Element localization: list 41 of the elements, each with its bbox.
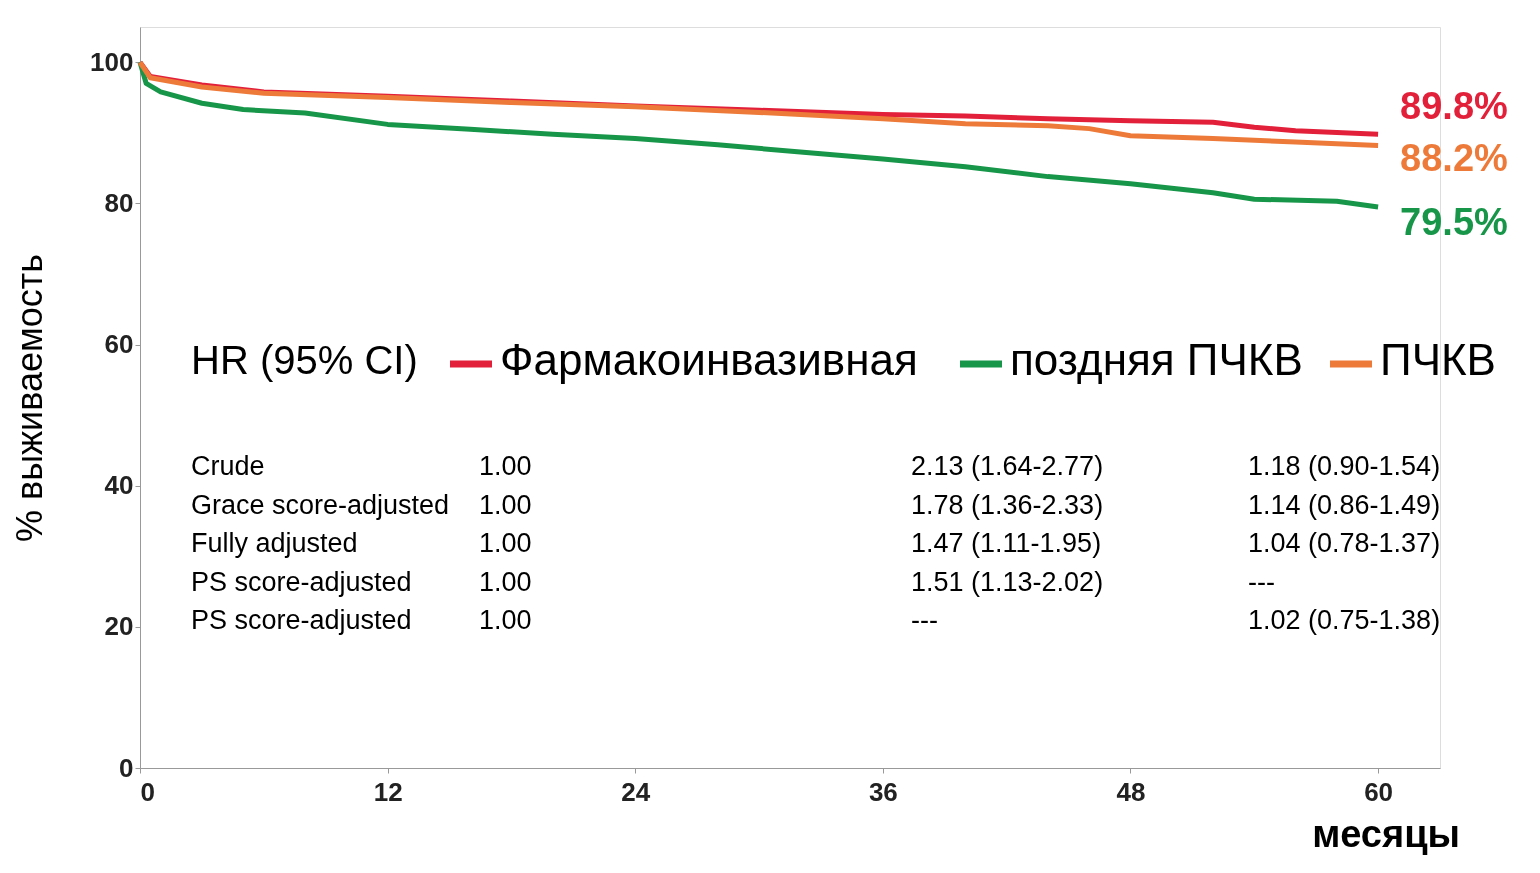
annotation: 1.00 (479, 451, 532, 481)
y-tick-label: 40 (104, 470, 134, 501)
x-tick-label: 48 (1116, 776, 1146, 807)
annotation: --- (911, 605, 938, 635)
y-axis-title: % выживаемость (9, 254, 51, 542)
x-tick-label: 24 (621, 776, 651, 807)
legend-label: ПЧКВ (1380, 335, 1496, 384)
annotation: 1.00 (479, 605, 532, 635)
annotation: 1.00 (479, 528, 532, 558)
annotation: Grace score-adjusted (191, 490, 450, 520)
annotation: 1.02 (0.75-1.38) (1248, 605, 1441, 635)
data-label: 89.8% (1400, 85, 1508, 128)
annotation: 1.18 (0.90-1.54) (1248, 451, 1441, 481)
annotation: 1.00 (479, 490, 532, 520)
x-tick-label: 36 (868, 776, 898, 807)
y-tick-label: 100 (90, 46, 134, 77)
x-tick-label: 12 (373, 776, 403, 807)
annotation: 1.14 (0.86-1.49) (1248, 490, 1441, 520)
data-label: 88.2% (1400, 136, 1508, 179)
y-tick-label: 60 (104, 329, 134, 360)
legend-label: поздняя ПЧКВ (1010, 335, 1303, 384)
annotation: PS score-adjusted (191, 567, 412, 597)
x-tick-label: 60 (1364, 776, 1394, 807)
annotation: --- (1248, 567, 1275, 597)
legend-label: Фармакоинвазивная (500, 335, 918, 384)
annotation: 1.04 (0.78-1.37) (1248, 528, 1441, 558)
x-tick-label: 0 (140, 776, 155, 807)
annotation: 1.51 (1.13-2.02) (911, 567, 1104, 597)
y-tick-label: 20 (104, 611, 134, 642)
y-tick-label: 0 (119, 752, 134, 783)
annotation: 1.78 (1.36-2.33) (911, 490, 1104, 520)
annotation: Crude (191, 451, 265, 481)
annotation: 1.00 (479, 567, 532, 597)
x-axis-title: месяцы (1312, 813, 1460, 855)
annotation: 2.13 (1.64-2.77) (911, 451, 1104, 481)
data-label: 79.5% (1400, 200, 1508, 243)
annotation: HR (95% CI) (191, 338, 418, 382)
annotation: PS score-adjusted (191, 605, 412, 635)
y-tick-label: 80 (104, 187, 134, 218)
annotation: 1.47 (1.11-1.95) (911, 528, 1102, 558)
annotation: Fully adjusted (191, 528, 358, 558)
